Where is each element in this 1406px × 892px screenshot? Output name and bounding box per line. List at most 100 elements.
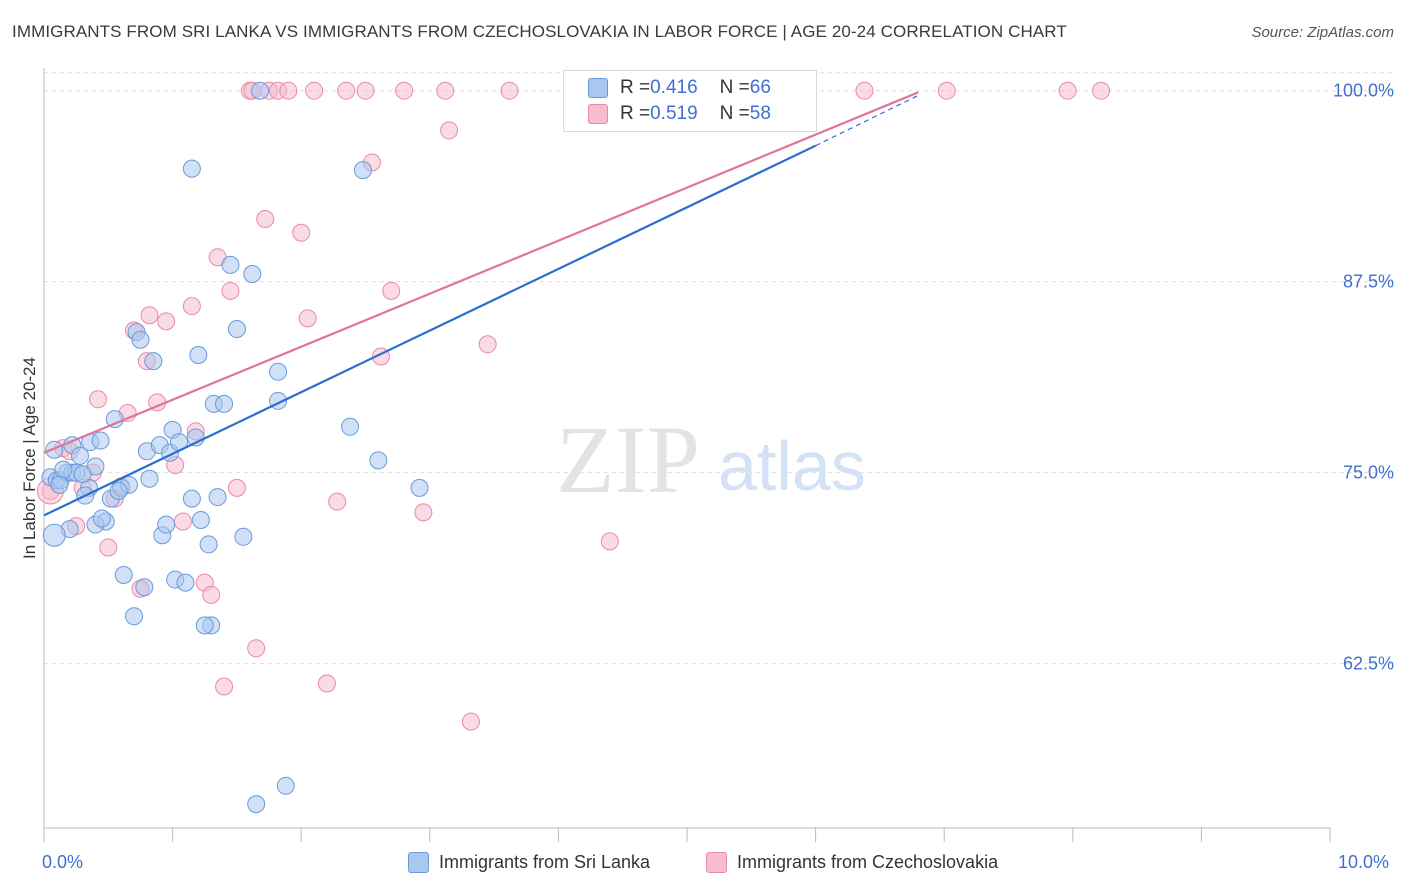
sri-lanka-point	[251, 81, 270, 100]
watermark-atlas: atlas	[718, 427, 866, 505]
sri-lanka-point	[276, 776, 295, 795]
legend-row-czechoslovakia: R = 0.519 N = 58	[588, 101, 771, 127]
czechoslovakia-point	[440, 121, 459, 140]
czechoslovakia-point	[292, 223, 311, 242]
legend-label-sri-lanka: Immigrants from Sri Lanka	[439, 852, 651, 872]
legend-r-value: 0.416	[650, 77, 698, 98]
sri-lanka-point-large	[42, 523, 66, 547]
legend-swatch-pink	[588, 104, 608, 124]
sri-lanka-point	[50, 475, 69, 494]
czechoslovakia-point	[298, 309, 317, 328]
czechoslovakia-point	[337, 81, 356, 100]
czechoslovakia-point	[500, 81, 519, 100]
legend-n-value: 58	[749, 103, 771, 124]
legend-item-czechoslovakia: Immigrants from Czechoslovakia	[706, 852, 998, 873]
czechoslovakia-point	[478, 335, 497, 354]
sri-lanka-point	[109, 481, 128, 500]
czechoslovakia-point	[356, 81, 375, 100]
czechoslovakia-point	[436, 81, 455, 100]
trend-lines	[43, 91, 919, 517]
sri-lanka-point	[353, 161, 372, 180]
sri-lanka-point	[227, 320, 246, 339]
sri-lanka-point	[195, 616, 214, 635]
czechoslovakia-point	[256, 210, 275, 229]
legend-n-value: 66	[749, 77, 771, 98]
legend-row-sri-lanka: R = 0.416 N = 66	[588, 75, 771, 101]
watermark: ZIP atlas	[556, 406, 866, 513]
legend-r-label: R =	[620, 77, 651, 98]
series-legend: Immigrants from Sri Lanka Immigrants fro…	[0, 852, 1406, 878]
legend-item-sri-lanka: Immigrants from Sri Lanka	[408, 852, 650, 873]
sri-lanka-point	[221, 255, 240, 274]
czechoslovakia-point	[227, 478, 246, 497]
czechoslovakia-point	[140, 306, 159, 325]
trend-line-sri-lanka-extension	[815, 94, 919, 147]
sri-lanka-point	[199, 535, 218, 554]
legend-r-value: 0.519	[650, 103, 698, 124]
sri-lanka-point	[369, 451, 388, 470]
legend-n-label: N =	[719, 77, 750, 98]
czechoslovakia-point	[937, 81, 956, 100]
sri-lanka-point	[410, 478, 429, 497]
czechoslovakia-point	[157, 312, 176, 331]
legend-swatch-blue	[588, 78, 608, 98]
y-tick-label: 100.0%	[1333, 81, 1394, 101]
series-sri-lanka-points	[41, 81, 429, 814]
czechoslovakia-point	[215, 677, 234, 696]
x-tick-label-min: 0.0%	[42, 852, 84, 872]
sri-lanka-point	[131, 330, 150, 349]
legend-swatch-sri-lanka	[408, 852, 429, 873]
czechoslovakia-point	[328, 492, 347, 511]
czechoslovakia-point	[382, 281, 401, 300]
sri-lanka-point	[243, 265, 262, 284]
watermark-zip: ZIP	[556, 406, 700, 513]
czechoslovakia-point	[202, 585, 221, 604]
stats-legend: R = 0.416 N = 66 R = 0.519 N = 58	[563, 70, 817, 132]
legend-r-label: R =	[620, 103, 651, 124]
sri-lanka-point	[125, 607, 144, 626]
czechoslovakia-point	[395, 81, 414, 100]
sri-lanka-point	[176, 573, 195, 592]
sri-lanka-point	[91, 431, 110, 450]
czechoslovakia-point	[1058, 81, 1077, 100]
sri-lanka-point	[71, 446, 90, 465]
sri-lanka-point	[189, 345, 208, 364]
legend-label-czechoslovakia: Immigrants from Czechoslovakia	[737, 852, 999, 872]
y-tick-label: 62.5%	[1343, 654, 1394, 674]
czechoslovakia-point	[1092, 81, 1111, 100]
trend-line-sri-lanka	[43, 144, 817, 517]
sri-lanka-point	[92, 509, 111, 528]
sri-lanka-point	[114, 565, 133, 584]
y-tick-labels: 62.5% 75.0% 87.5% 100.0%	[1333, 81, 1394, 674]
y-tick-label: 87.5%	[1343, 272, 1394, 292]
czechoslovakia-point	[221, 281, 240, 300]
sri-lanka-point	[54, 460, 73, 479]
sri-lanka-point	[157, 515, 176, 534]
source-credit: Source: ZipAtlas.com	[1251, 24, 1394, 41]
czechoslovakia-point	[279, 81, 298, 100]
sri-lanka-point	[144, 352, 163, 371]
czechoslovakia-point	[305, 81, 324, 100]
sri-lanka-point	[234, 527, 253, 546]
chart-title: IMMIGRANTS FROM SRI LANKA VS IMMIGRANTS …	[12, 22, 1067, 41]
sri-lanka-point	[73, 465, 92, 484]
sri-lanka-point	[135, 578, 154, 597]
czechoslovakia-point	[173, 512, 192, 531]
sri-lanka-point	[182, 159, 201, 178]
legend-n-label: N =	[719, 103, 750, 124]
sri-lanka-point	[140, 469, 159, 488]
czechoslovakia-point	[89, 390, 108, 409]
y-tick-label: 75.0%	[1343, 463, 1394, 483]
czechoslovakia-point	[414, 503, 433, 522]
axis-layer	[43, 68, 1331, 842]
legend-swatch-czechoslovakia	[706, 852, 727, 873]
czechoslovakia-point	[182, 297, 201, 316]
sri-lanka-point	[182, 489, 201, 508]
sri-lanka-point	[341, 417, 360, 436]
czechoslovakia-point	[99, 538, 118, 557]
sri-lanka-point	[215, 394, 234, 413]
x-tick-label-max: 10.0%	[1338, 852, 1390, 872]
czechoslovakia-point	[247, 639, 266, 658]
sri-lanka-point	[247, 795, 266, 814]
